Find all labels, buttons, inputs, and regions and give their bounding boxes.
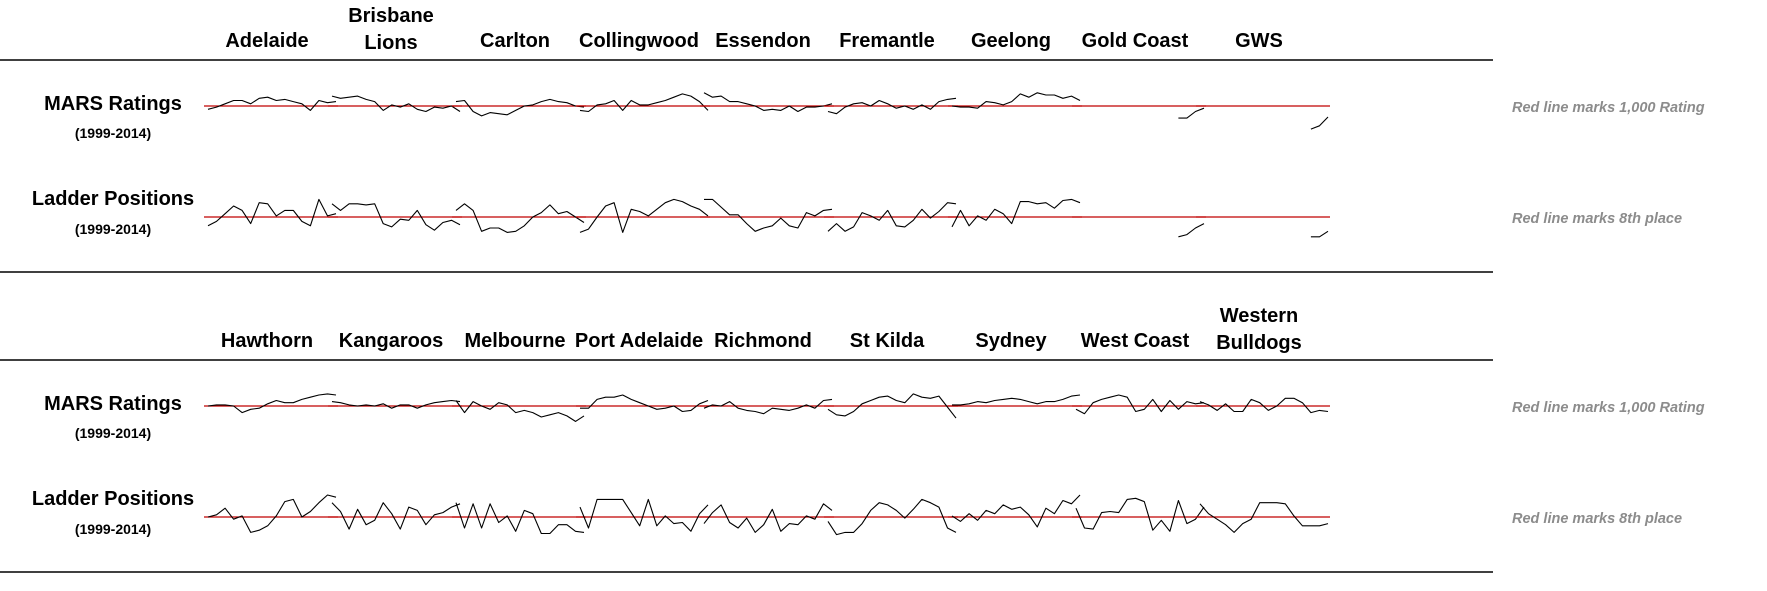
ladder-sparkline xyxy=(1199,502,1329,533)
team-name: Hawthorn xyxy=(221,330,313,352)
mars-row-label: MARS Ratings xyxy=(44,93,182,115)
mars-row-label: MARS Ratings xyxy=(44,393,182,415)
ladder-sparkline xyxy=(827,202,957,232)
mars-sparkline xyxy=(455,98,585,117)
ladder-sparkline xyxy=(704,198,833,232)
mars-sparkline xyxy=(951,92,1081,109)
ladder-sparkline xyxy=(207,198,337,227)
ladder-sparkline xyxy=(455,203,585,233)
team-name: Adelaide xyxy=(225,30,308,52)
team-name: Kangaroos xyxy=(339,330,443,352)
mars-sparkline xyxy=(579,93,709,113)
team-name: Richmond xyxy=(714,330,812,352)
team-name: West Coast xyxy=(1081,330,1190,352)
ladder-reference-note: Red line marks 8th place xyxy=(1512,211,1682,227)
team-name: Collingwood xyxy=(579,30,699,52)
ladder-sparkline xyxy=(827,498,957,536)
team-name-line1: Brisbane xyxy=(348,5,434,27)
mars-sparkline xyxy=(207,393,337,414)
team-name: Sydney xyxy=(975,330,1047,352)
ladder-sparkline xyxy=(703,503,833,533)
team-name: Carlton xyxy=(480,30,550,52)
ladder-sparkline xyxy=(1310,230,1329,238)
mars-sparkline xyxy=(827,393,957,419)
team-name: Gold Coast xyxy=(1082,30,1189,52)
ladder-sparkline xyxy=(1178,223,1205,238)
ladder-sparkline xyxy=(579,498,709,532)
team-name-line2: Lions xyxy=(364,32,417,54)
mars-sparkline xyxy=(1075,394,1205,415)
team-name: Port Adelaide xyxy=(575,330,703,352)
team-name: St Kilda xyxy=(850,330,925,352)
ladder-sparkline xyxy=(951,494,1081,528)
mars-sparkline xyxy=(827,97,957,115)
ladder-row-label: Ladder Positions xyxy=(32,188,194,210)
team-name: GWS xyxy=(1235,30,1283,52)
team-name: Geelong xyxy=(971,30,1051,52)
mars-sparkline xyxy=(703,398,833,415)
team-name: Fremantle xyxy=(839,30,935,52)
mars-sparkline xyxy=(952,394,1081,406)
ladder-row-sublabel: (1999-2014) xyxy=(75,521,151,537)
ladder-sparkline xyxy=(455,502,585,535)
ladder-row-label: Ladder Positions xyxy=(32,488,194,510)
mars-sparkline xyxy=(1199,397,1329,414)
mars-reference-note: Red line marks 1,000 Rating xyxy=(1512,100,1705,116)
mars-sparkline xyxy=(580,394,709,413)
mars-sparkline xyxy=(331,399,461,409)
mars-sparkline xyxy=(331,95,461,113)
ladder-row-sublabel: (1999-2014) xyxy=(75,221,151,237)
ladder-sparkline xyxy=(207,494,337,533)
mars-sparkline xyxy=(1178,107,1205,119)
mars-reference-note: Red line marks 1,000 Rating xyxy=(1512,400,1705,416)
team-name-line2: Bulldogs xyxy=(1216,332,1302,354)
ladder-sparkline xyxy=(331,502,461,530)
ladder-sparkline xyxy=(951,198,1081,228)
ladder-sparkline xyxy=(331,203,461,231)
mars-row-sublabel: (1999-2014) xyxy=(75,125,151,141)
team-name: Melbourne xyxy=(464,330,565,352)
ladder-reference-note: Red line marks 8th place xyxy=(1512,511,1682,527)
mars-row-sublabel: (1999-2014) xyxy=(75,425,151,441)
team-name: Essendon xyxy=(715,30,811,52)
mars-sparkline xyxy=(703,92,833,113)
ladder-sparkline xyxy=(1075,497,1205,532)
team-name-line1: Western xyxy=(1220,305,1299,327)
mars-sparkline xyxy=(207,96,337,111)
mars-sparkline xyxy=(1310,116,1329,130)
mars-sparkline xyxy=(455,400,585,422)
ladder-sparkline xyxy=(579,198,709,233)
